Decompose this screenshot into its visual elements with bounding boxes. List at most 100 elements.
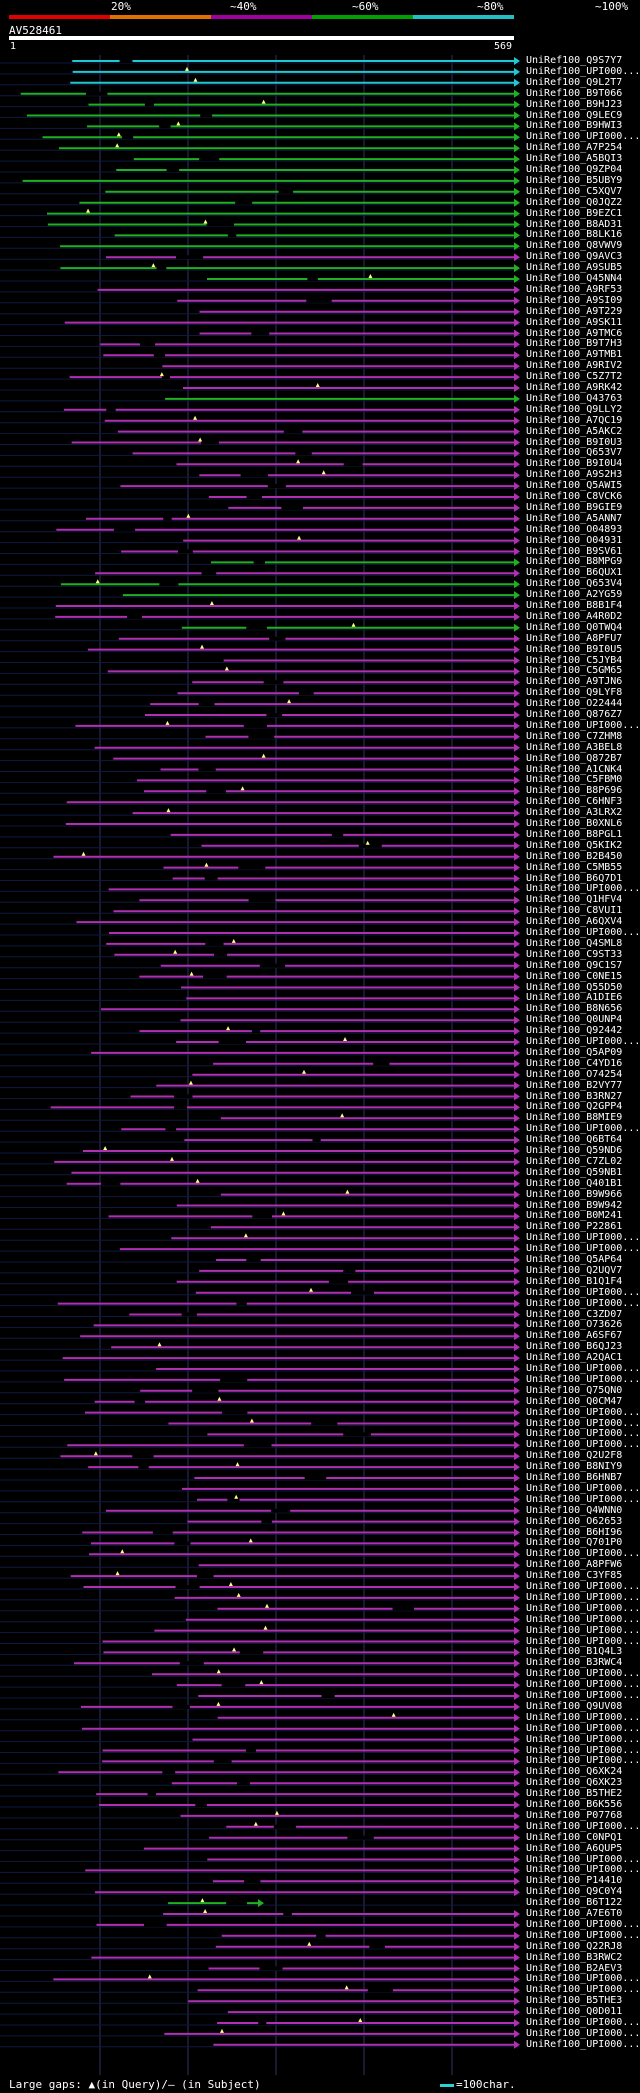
hit-label[interactable]: UniRef100_Q0D011	[526, 2006, 623, 2018]
hit-label[interactable]: UniRef100_C5XQV7	[526, 185, 623, 197]
hit-label[interactable]: UniRef100_UPI000...	[526, 1581, 640, 1592]
hit-label[interactable]: UniRef100_C3ZD07	[526, 1308, 623, 1320]
hit-label[interactable]: UniRef100_A9T229	[526, 305, 623, 317]
hit-label[interactable]: UniRef100_Q9LLY2	[526, 403, 623, 415]
hit-label[interactable]: UniRef100_B8PGL1	[526, 828, 623, 840]
hit-label[interactable]: UniRef100_C0NE15	[526, 970, 623, 982]
hit-label[interactable]: UniRef100_A9TMC6	[526, 327, 623, 339]
hit-label[interactable]: UniRef100_B0XNL6	[526, 818, 623, 829]
hit-label[interactable]: UniRef100_Q9S7Y7	[526, 55, 623, 66]
hit-label[interactable]: UniRef100_UPI000...	[526, 1929, 640, 1941]
hit-label[interactable]: UniRef100_UPI000...	[526, 1722, 640, 1734]
hit-label[interactable]: UniRef100_B6K556	[526, 1799, 623, 1810]
hit-label[interactable]: UniRef100_B1Q1F4	[526, 1275, 623, 1287]
hit-label[interactable]: UniRef100_B2VY77	[526, 1079, 623, 1091]
hit-label[interactable]: UniRef100_C8VCK6	[526, 491, 623, 502]
hit-label[interactable]: UniRef100_Q5AWI5	[526, 480, 623, 492]
hit-label[interactable]: UniRef100_A2YG59	[526, 589, 623, 601]
hit-label[interactable]: UniRef100_Q9C1S7	[526, 959, 623, 971]
hit-label[interactable]: UniRef100_UPI000...	[526, 1864, 640, 1876]
hit-label[interactable]: UniRef100_B8P696	[526, 785, 623, 797]
hit-label[interactable]: UniRef100_UPI000...	[526, 1439, 640, 1451]
hit-label[interactable]: UniRef100_UPI000...	[526, 1373, 640, 1385]
hit-label[interactable]: UniRef100_B8B1F4	[526, 600, 623, 611]
hit-label[interactable]: UniRef100_UPI000...	[526, 131, 640, 143]
hit-label[interactable]: UniRef100_O74254	[526, 1068, 623, 1080]
hit-label[interactable]: UniRef100_A9TJN6	[526, 676, 623, 688]
hit-label[interactable]: UniRef100_A6SF67	[526, 1330, 623, 1342]
hit-label[interactable]: UniRef100_UPI000...	[526, 1853, 640, 1865]
hit-label[interactable]: UniRef100_A6QUP5	[526, 1842, 623, 1854]
hit-label[interactable]: UniRef100_P22861	[526, 1221, 623, 1233]
hit-label[interactable]: UniRef100_B9T066	[526, 87, 623, 99]
hit-label[interactable]: UniRef100_B6T122	[526, 1897, 623, 1909]
hit-label[interactable]: UniRef100_UPI000...	[526, 1973, 640, 1985]
hit-label[interactable]: UniRef100_B3RWC2	[526, 1951, 623, 1963]
hit-label[interactable]: UniRef100_UPI000...	[526, 1548, 640, 1560]
hit-label[interactable]: UniRef100_C5FBM0	[526, 774, 623, 786]
hit-label[interactable]: UniRef100_UPI000...	[526, 1232, 640, 1244]
hit-label[interactable]: UniRef100_UPI000...	[526, 1820, 640, 1832]
hit-label[interactable]: UniRef100_A8PFU7	[526, 632, 623, 644]
hit-label[interactable]: UniRef100_C7ZHM8	[526, 730, 623, 742]
hit-label[interactable]: UniRef100_B5THE3	[526, 1995, 623, 2007]
hit-label[interactable]: UniRef100_Q59NB1	[526, 1166, 623, 1178]
hit-label[interactable]: UniRef100_B6QJ23	[526, 1341, 623, 1353]
hit-label[interactable]: UniRef100_Q5KIK2	[526, 839, 623, 851]
hit-label[interactable]: UniRef100_UPI000...	[526, 1482, 640, 1494]
hit-label[interactable]: UniRef100_Q5AP09	[526, 1046, 623, 1058]
hit-label[interactable]: UniRef100_B3RN27	[526, 1090, 623, 1102]
hit-label[interactable]: UniRef100_UPI000...	[526, 1243, 640, 1255]
hit-label[interactable]: UniRef100_A9RIV2	[526, 360, 623, 372]
hit-label[interactable]: UniRef100_A6QXV4	[526, 916, 623, 928]
hit-label[interactable]: UniRef100_UPI000...	[526, 1733, 640, 1745]
hit-label[interactable]: UniRef100_A7E6T0	[526, 1908, 623, 1919]
hit-label[interactable]: UniRef100_B6QUX1	[526, 567, 623, 579]
hit-label[interactable]: UniRef100_Q43763	[526, 392, 623, 404]
hit-label[interactable]: UniRef100_UPI000...	[526, 1624, 640, 1636]
hit-label[interactable]: UniRef100_C8VUI1	[526, 905, 623, 917]
hit-label[interactable]: UniRef100_B2B450	[526, 850, 623, 862]
hit-label[interactable]: UniRef100_UPI000...	[526, 927, 640, 938]
hit-label[interactable]: UniRef100_O22444	[526, 698, 623, 710]
hit-label[interactable]: UniRef100_Q4SML8	[526, 937, 623, 949]
hit-label[interactable]: UniRef100_Q9ZP04	[526, 164, 623, 175]
hit-label[interactable]: UniRef100_Q401B1	[526, 1177, 623, 1189]
hit-label[interactable]: UniRef100_UPI000...	[526, 2038, 640, 2050]
hit-label[interactable]: UniRef100_B8N656	[526, 1003, 623, 1015]
hit-label[interactable]: UniRef100_Q9LEC9	[526, 109, 623, 121]
hit-label[interactable]: UniRef100_A9RK42	[526, 382, 623, 393]
hit-label[interactable]: UniRef100_UPI000...	[526, 719, 640, 731]
hit-label[interactable]: UniRef100_A7QC19	[526, 414, 623, 426]
hit-label[interactable]: UniRef100_Q2UQV7	[526, 1264, 623, 1276]
hit-label[interactable]: UniRef100_B9W942	[526, 1199, 623, 1211]
hit-label[interactable]: UniRef100_B8AD31	[526, 218, 623, 230]
hit-label[interactable]: UniRef100_UPI000...	[526, 1679, 640, 1691]
hit-label[interactable]: UniRef100_Q0TWQ4	[526, 621, 623, 633]
hit-label[interactable]: UniRef100_A9SI09	[526, 294, 623, 306]
hit-label[interactable]: UniRef100_B8MIE9	[526, 1112, 623, 1124]
hit-label[interactable]: UniRef100_Q701P0	[526, 1537, 623, 1549]
hit-label[interactable]: UniRef100_A8PFW6	[526, 1559, 623, 1571]
hit-label[interactable]: UniRef100_B9I0U3	[526, 436, 623, 448]
hit-label[interactable]: UniRef100_B9GIE9	[526, 501, 623, 513]
hit-label[interactable]: UniRef100_C3YF85	[526, 1570, 623, 1582]
hit-label[interactable]: UniRef100_UPI000...	[526, 65, 640, 77]
hit-label[interactable]: UniRef100_Q9C0Y4	[526, 1886, 623, 1898]
hit-label[interactable]: UniRef100_P14410	[526, 1875, 623, 1887]
hit-label[interactable]: UniRef100_B9EZC1	[526, 207, 623, 219]
hit-label[interactable]: UniRef100_Q8VWV9	[526, 240, 623, 252]
hit-label[interactable]: UniRef100_UPI000...	[526, 1286, 640, 1298]
hit-label[interactable]: UniRef100_A3LRX2	[526, 807, 623, 819]
hit-label[interactable]: UniRef100_A5AKC2	[526, 425, 623, 437]
hit-label[interactable]: UniRef100_B9HWI3	[526, 120, 623, 132]
hit-label[interactable]: UniRef100_Q59ND6	[526, 1145, 623, 1156]
hit-label[interactable]: UniRef100_O62653	[526, 1515, 623, 1527]
hit-label[interactable]: UniRef100_Q4WNN0	[526, 1504, 623, 1516]
hit-label[interactable]: UniRef100_Q75QN0	[526, 1384, 623, 1396]
hit-label[interactable]: UniRef100_B9SV61	[526, 545, 623, 557]
hit-label[interactable]: UniRef100_UPI000...	[526, 883, 640, 895]
hit-label[interactable]: UniRef100_B5UBY9	[526, 174, 623, 186]
hit-label[interactable]: UniRef100_A9SK11	[526, 316, 623, 328]
hit-label[interactable]: UniRef100_B3RWC4	[526, 1657, 623, 1669]
